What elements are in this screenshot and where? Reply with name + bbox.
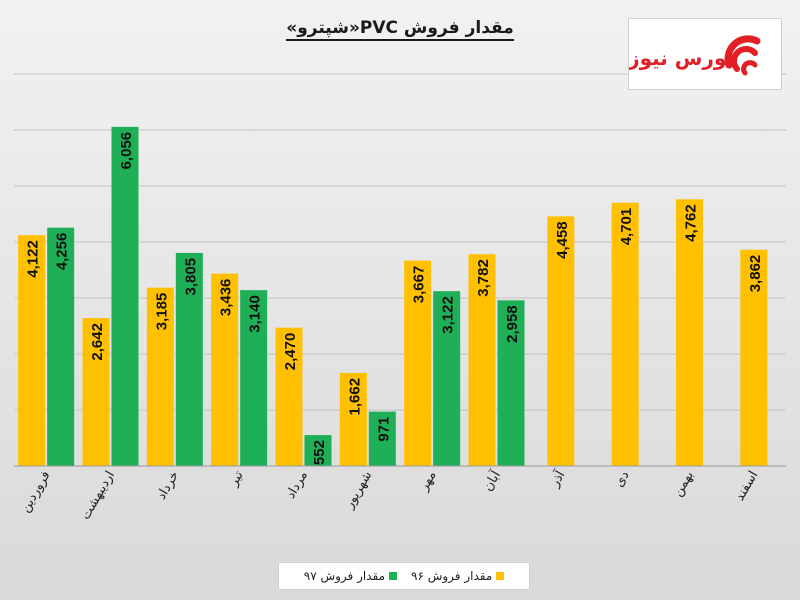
data-label: 2,958 <box>504 305 521 343</box>
bar-96 <box>339 372 367 466</box>
x-tick-label: تیر <box>226 468 247 489</box>
bar-97 <box>497 300 525 466</box>
legend-swatch-96 <box>496 572 505 580</box>
data-label: 3,667 <box>411 266 428 304</box>
bourse-news-logo: بورس نیوز <box>627 18 782 90</box>
x-tick-label: مهر <box>416 469 440 495</box>
data-label: 1,662 <box>346 378 363 416</box>
bar-96 <box>611 202 639 466</box>
bar-97 <box>175 252 203 466</box>
bars: 4,122 4,256 2,642 6,056 3,185 3,805 3,436 3,140… <box>18 126 768 466</box>
data-label: 2,470 <box>282 333 299 371</box>
data-label: 4,256 <box>54 233 71 271</box>
logo-text: بورس نیوز <box>629 46 734 70</box>
data-label: 6,056 <box>118 132 135 170</box>
x-tick-label: اسفند <box>732 469 761 504</box>
data-label: 3,862 <box>747 255 764 293</box>
data-label: 3,140 <box>247 295 264 333</box>
data-label: 3,436 <box>218 279 235 317</box>
chart-title: مقدار فروش PVC«شپترو» <box>150 18 650 41</box>
legend-label-96: مقدار فروش ۹۶ <box>411 569 493 583</box>
legend-item-97: مقدار فروش ۹۷ <box>304 569 397 583</box>
x-tick-label: بهمن <box>670 469 697 500</box>
data-label: 4,762 <box>683 204 700 242</box>
bar-96 <box>740 249 768 466</box>
bar-96 <box>676 199 703 466</box>
bar-97 <box>111 126 139 466</box>
bar-96 <box>404 260 432 466</box>
x-tick-label: شهریور <box>341 469 375 513</box>
x-tick-labels: فروردین اردیبهشت خرداد تیر مرداد شهریور مهر آبا… <box>18 466 761 522</box>
bar-96 <box>18 235 46 466</box>
x-tick-label: مرداد <box>283 469 311 502</box>
bar-96 <box>146 287 174 466</box>
x-tick-label: آذر <box>545 466 569 490</box>
bar-97 <box>240 290 268 466</box>
bar-96 <box>82 318 110 466</box>
legend-label-97: مقدار فروش ۹۷ <box>303 569 385 583</box>
logo-mark-icon: بورس نیوز <box>627 35 761 76</box>
bar-97 <box>304 435 332 466</box>
legend-item-96: مقدار فروش ۹۶ <box>411 569 505 583</box>
bar-96 <box>211 273 239 466</box>
data-label: 4,701 <box>618 208 635 246</box>
x-tick-label: اردیبهشت <box>78 469 118 523</box>
bar-97 <box>433 291 461 466</box>
bar-96 <box>547 216 575 466</box>
data-label: 4,458 <box>554 221 571 259</box>
legend: مقدار فروش ۹۶ مقدار فروش ۹۷ <box>278 562 530 590</box>
bar-97 <box>368 411 396 466</box>
bar-96 <box>468 254 496 466</box>
bar-96 <box>275 327 303 466</box>
data-label: 3,782 <box>475 259 492 297</box>
bar-97 <box>47 227 75 466</box>
x-tick-label: دی <box>612 468 633 490</box>
legend-swatch-97 <box>389 572 397 580</box>
data-label: 3,805 <box>182 258 199 296</box>
x-tick-label: خرداد <box>154 469 182 503</box>
x-tick-label: آبان <box>479 466 505 494</box>
data-label: 3,122 <box>440 296 457 334</box>
gridlines <box>14 73 786 411</box>
data-label: 552 <box>311 440 328 465</box>
data-label: 971 <box>375 417 392 442</box>
data-label: 3,185 <box>153 293 170 331</box>
x-tick-label: فروردین <box>18 469 54 516</box>
data-label: 4,122 <box>25 240 42 278</box>
data-label: 2,642 <box>89 323 106 361</box>
